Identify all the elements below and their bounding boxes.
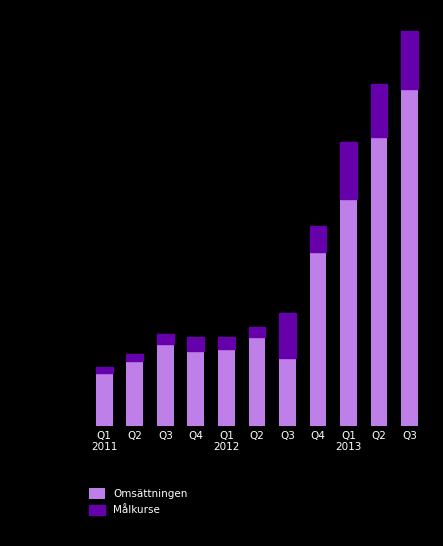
Bar	[157, 334, 174, 344]
Bar	[126, 354, 143, 361]
Bar	[279, 358, 296, 426]
Bar	[310, 252, 326, 426]
Bar	[249, 337, 265, 426]
Bar	[187, 337, 204, 351]
Bar	[157, 344, 174, 426]
Bar	[371, 84, 388, 137]
Bar	[187, 351, 204, 426]
Bar	[310, 226, 326, 252]
Bar	[96, 367, 113, 373]
Bar	[279, 313, 296, 358]
Bar	[340, 141, 357, 199]
Bar	[96, 373, 113, 426]
Bar	[126, 361, 143, 426]
Bar	[249, 327, 265, 337]
Bar	[371, 137, 388, 426]
Bar	[218, 337, 235, 349]
Bar	[401, 88, 418, 426]
Bar	[340, 199, 357, 426]
Bar	[401, 31, 418, 88]
Legend: Omsättningen, Målkurse: Omsättningen, Målkurse	[85, 484, 192, 520]
Bar	[218, 349, 235, 426]
